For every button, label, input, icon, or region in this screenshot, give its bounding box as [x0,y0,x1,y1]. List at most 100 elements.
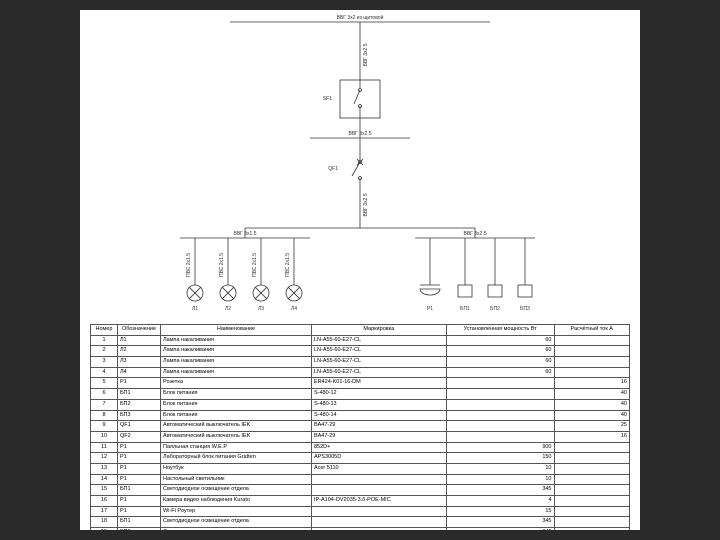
cell: БП2 [117,399,160,410]
cell: Лампа накаливания [161,367,312,378]
cell: 345 [446,528,554,530]
cell: S-480-13 [311,399,446,410]
cell: BA47-29 [311,431,446,442]
cell [446,421,554,432]
table-row: 9QF1Автоматический выключатель IEKBA47-2… [91,421,630,432]
table-row: 8БП3Блок питанияS-480-1440 [91,410,630,421]
table-row: 11P1Паяльная станция W.E.P852D+900 [91,442,630,453]
cell: 4 [91,367,118,378]
right-drop-dev-3: БП3 [520,306,530,312]
cell: БП2 [117,528,160,530]
cell: 12 [91,453,118,464]
table-row: 1Л1Лампа накаливанияLN-A55-60-E27-CL60 [91,335,630,346]
cell: Светодиодное освещение отдела [161,528,312,530]
left-drop-dev-0: Л1 [192,306,198,312]
cell: БП1 [117,485,160,496]
cell: 40 [554,389,630,400]
cell: P1 [117,442,160,453]
single-line-diagram: ВВГ 3x2 из щитовой ВВГ 3x2.5 SF1 ВВГ 3x2… [80,10,640,320]
table-row: 3Л3Лампа накаливанияLN-A55-60-E27-CL60 [91,357,630,368]
table-row: 4Л4Лампа накаливанияLN-A55-60-E27-CL60 [91,367,630,378]
right-drop-dev-1: БП1 [460,306,470,312]
table-row: 18БП1Светодиодное освещение отдела345 [91,517,630,528]
qf1-label: QF1 [328,166,338,172]
cell: Светодиодное освещение отдела [161,485,312,496]
bus-right-label: ВВГ 3x2.5 [464,231,487,237]
cell: 60 [446,335,554,346]
cell: P1 [117,378,160,389]
left-drop-dev-3: Л4 [291,306,297,312]
cell [311,506,446,517]
cell: Светодиодное освещение отдела [161,517,312,528]
cell: 40 [554,410,630,421]
cell: Паяльная станция W.E.P [161,442,312,453]
left-drops: ПВС 2x1.5 Л1 ПВС 2x1.5 Л2 ПВС 2x1.5 [186,238,302,312]
cell: 15 [446,506,554,517]
cell: 852D+ [311,442,446,453]
cell: Автоматический выключатель IEK [161,421,312,432]
cell: IP-A104-OV2035-3.6-POE-MIC [311,496,446,507]
document-page: ВВГ 3x2 из щитовой ВВГ 3x2.5 SF1 ВВГ 3x2… [80,10,640,530]
col-designation: Обозначение [117,325,160,336]
cell: 13 [91,463,118,474]
cell: Лампа накаливания [161,357,312,368]
cell: 40 [554,399,630,410]
table-row: 19БП2Светодиодное освещение отдела 345 [91,528,630,530]
table-row: 7БП2Блок питанияS-480-1340 [91,399,630,410]
cell: 60 [446,346,554,357]
cell: 10 [91,431,118,442]
cell: P1 [117,506,160,517]
cell: ER424-K01-16-DM [311,378,446,389]
cell: 10 [446,463,554,474]
cell [446,410,554,421]
right-drop-dev-2: БП2 [490,306,500,312]
cell: 16 [554,378,630,389]
cable-v1-label: ВВГ 3x2.5 [363,43,369,66]
cell: 4 [446,496,554,507]
left-drop-cable-1: ПВС 2x1.5 [219,253,225,277]
right-drops: P1 БП1 БП2 БП3 [420,238,532,312]
cell: Автоматический выключатель IEK [161,431,312,442]
cell: 17 [91,506,118,517]
left-drop-dev-2: Л3 [258,306,264,312]
cell [554,474,630,485]
cell [311,517,446,528]
cell: BA47-29 [311,421,446,432]
equipment-table-area: Номер Обозначение Наименование Маркировк… [80,320,640,530]
cell: 9 [91,421,118,432]
left-drop-dev-1: Л2 [225,306,231,312]
cell: 60 [446,367,554,378]
cell: Лампа накаливания [161,346,312,357]
cell: 14 [91,474,118,485]
table-header-row: Номер Обозначение Наименование Маркировк… [91,325,630,336]
table-row: 12P1Лабораторный блок питания GrattenAPS… [91,453,630,464]
cell: 8 [91,410,118,421]
table-row: 2Л2Лампа накаливанияLN-A55-60-E27-CL60 [91,346,630,357]
cell: БП3 [117,410,160,421]
cell: Л3 [117,357,160,368]
cable-mid-label: ВВГ 3x2.5 [349,131,372,137]
cell: 19 [91,528,118,530]
table-row: 10QF2Автоматический выключатель IEKBA47-… [91,431,630,442]
cell: LN-A55-60-E27-CL [311,346,446,357]
cell [446,378,554,389]
cell [554,357,630,368]
cell: 900 [446,442,554,453]
cell [446,389,554,400]
cell [554,442,630,453]
cell: 15 [91,485,118,496]
cell [311,474,446,485]
cell: S-480-14 [311,410,446,421]
cell [311,528,446,530]
cell: Настольный светильник [161,474,312,485]
cell: LN-A55-60-E27-CL [311,367,446,378]
cell [311,485,446,496]
cell: APS3005D [311,453,446,464]
cell [554,453,630,464]
table-row: 17P1Wi-Fi Роутер15 [91,506,630,517]
cell: P1 [117,496,160,507]
table-row: 5P1РозеткаER424-K01-16-DM16 [91,378,630,389]
cable-down-label: ВВГ 3x2.5 [363,193,369,216]
cell: 25 [554,421,630,432]
table-row: 6БП1Блок питанияS-480-1240 [91,389,630,400]
